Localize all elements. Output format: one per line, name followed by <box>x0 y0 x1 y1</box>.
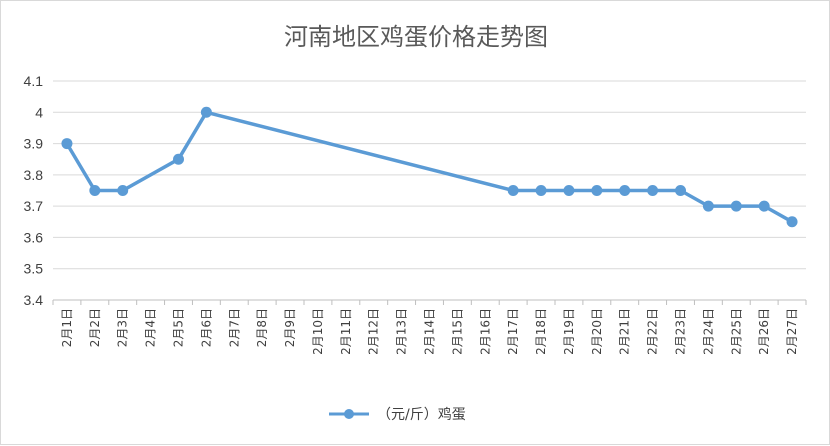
x-tick-label: 2月14日 <box>423 308 437 355</box>
data-point[interactable] <box>535 185 547 196</box>
x-tick-label: 2月12日 <box>367 308 381 355</box>
series-egg-price <box>61 106 798 228</box>
data-point[interactable] <box>200 106 212 118</box>
data-point[interactable] <box>117 185 129 196</box>
x-tick-label: 2月4日 <box>144 308 158 347</box>
x-tick-label: 2月15日 <box>450 308 464 355</box>
x-tick-label: 2月22日 <box>646 308 660 355</box>
x-tick-label: 2月8日 <box>255 308 269 347</box>
data-point[interactable] <box>730 200 742 212</box>
data-point[interactable] <box>61 138 73 150</box>
x-tick-label: 2月19日 <box>562 308 576 355</box>
x-tick-label: 2月27日 <box>785 308 799 355</box>
data-point[interactable] <box>89 185 101 196</box>
data-point[interactable] <box>619 185 631 196</box>
x-tick-label: 2月10日 <box>311 308 325 355</box>
x-tick-label: 2月21日 <box>618 308 632 355</box>
x-tick-label: 2月3日 <box>116 308 130 347</box>
data-point[interactable] <box>563 185 575 196</box>
y-tick-label: 3.7 <box>24 198 44 214</box>
x-tick-label: 2月7日 <box>227 308 241 347</box>
x-tick-label: 2月16日 <box>478 308 492 355</box>
y-tick-label: 3.9 <box>24 136 44 152</box>
y-axis: 3.4 3.5 3.6 3.7 3.8 3.9 4 4.1 <box>24 73 44 308</box>
x-tick-label: 2月13日 <box>395 308 409 355</box>
x-tick-label: 2月23日 <box>674 308 688 355</box>
x-tick-label: 2月11日 <box>339 308 353 355</box>
legend[interactable]: （元/斤）鸡蛋 <box>329 406 466 423</box>
x-tick-label: 2月25日 <box>729 308 743 355</box>
legend-label: （元/斤）鸡蛋 <box>377 406 466 423</box>
y-tick-label: 3.6 <box>24 229 44 245</box>
legend-dot-marker <box>344 409 354 419</box>
x-tick-label: 2月20日 <box>590 308 604 355</box>
x-tick-label: 2月24日 <box>701 308 715 355</box>
series-line <box>65 110 793 224</box>
y-tick-label: 3.5 <box>24 261 44 277</box>
data-point[interactable] <box>173 153 184 165</box>
data-point[interactable] <box>647 185 659 196</box>
x-tick-label: 2月1日 <box>60 308 74 347</box>
y-tick-label: 4.1 <box>24 73 44 89</box>
y-tick-label: 4 <box>35 104 43 120</box>
x-tick-label: 2月17日 <box>506 308 520 355</box>
data-point[interactable] <box>675 185 686 196</box>
y-tick-label: 3.4 <box>24 292 44 308</box>
x-axis: 2月1日 2月2日 2月3日 2月4日 2月5日 2月6日 2月7日 2月8日 2月9日 2月10… <box>52 300 807 355</box>
data-point[interactable] <box>758 200 770 212</box>
data-point[interactable] <box>591 185 603 196</box>
data-point[interactable] <box>507 185 519 196</box>
data-point[interactable] <box>786 216 798 228</box>
y-tick-label: 3.8 <box>24 167 44 183</box>
x-tick-label: 2月18日 <box>534 308 548 355</box>
x-tick-label: 2月6日 <box>199 308 213 347</box>
gridlines <box>53 80 806 301</box>
x-tick-label: 2月26日 <box>757 308 771 355</box>
x-tick-label: 2月2日 <box>88 308 102 347</box>
x-tick-label: 2月9日 <box>283 308 297 347</box>
chart-title: 河南地区鸡蛋价格走势图 <box>284 23 548 51</box>
data-point[interactable] <box>702 200 714 212</box>
x-tick-label: 2月5日 <box>172 308 186 347</box>
